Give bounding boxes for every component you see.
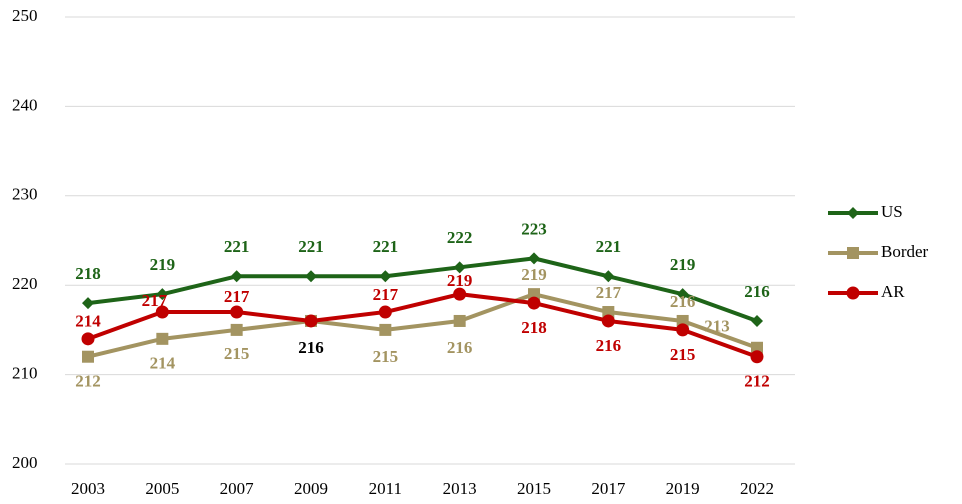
series-line (87, 256, 758, 323)
data-label: 221 (298, 237, 324, 256)
data-label: 221 (596, 237, 622, 256)
marker (156, 332, 169, 345)
marker (751, 314, 763, 327)
data-label: 219 (670, 255, 696, 274)
marker (82, 297, 94, 310)
y-tick-label: 250 (12, 6, 38, 25)
y-tick-label: 240 (12, 95, 38, 114)
series-line (87, 292, 758, 359)
data-label: 222 (447, 228, 473, 247)
series-line (87, 292, 758, 359)
data-label: 219 (521, 265, 547, 284)
marker (453, 314, 466, 327)
x-tick-label: 2011 (369, 479, 402, 498)
marker (846, 286, 860, 300)
data-label: 213 (704, 317, 730, 336)
x-tick-label: 2009 (294, 479, 328, 498)
marker (378, 305, 392, 319)
y-tick-label: 220 (12, 274, 38, 293)
marker (230, 270, 243, 283)
data-label: 223 (521, 219, 547, 238)
marker (528, 252, 540, 265)
data-label: 212 (75, 372, 101, 391)
marker (379, 270, 392, 283)
marker (751, 341, 763, 354)
data-label: 218 (521, 318, 547, 337)
marker (601, 314, 615, 328)
data-label: 217 (373, 285, 399, 304)
data-label: 215 (224, 344, 250, 363)
marker (82, 350, 94, 363)
data-label: 218 (75, 264, 101, 283)
data-label: 212 (744, 372, 770, 391)
marker (453, 261, 466, 274)
legend-label: AR (881, 282, 905, 301)
marker (379, 323, 392, 336)
marker (156, 288, 169, 301)
marker (155, 305, 169, 319)
data-label: 216 (298, 338, 324, 357)
marker (676, 323, 690, 337)
legend-label: Border (881, 242, 929, 261)
x-tick-label: 2015 (517, 479, 551, 498)
x-tick-label: 2003 (71, 479, 105, 498)
data-label: 216 (596, 336, 622, 355)
y-tick-label: 230 (12, 185, 38, 204)
data-label: 215 (373, 347, 399, 366)
data-label: 217 (596, 283, 622, 302)
marker (528, 288, 540, 301)
marker (527, 296, 541, 310)
data-label: 216 (447, 338, 473, 357)
marker (230, 305, 244, 319)
data-label: 221 (373, 237, 399, 256)
marker (676, 314, 689, 327)
data-label: 219 (447, 271, 473, 290)
marker (750, 350, 764, 364)
marker (847, 207, 859, 219)
data-label: 214 (150, 354, 176, 373)
marker (602, 306, 615, 319)
data-label: 214 (75, 312, 101, 331)
y-tick-label: 210 (12, 364, 38, 383)
marker (602, 270, 615, 283)
data-label: 216 (670, 292, 696, 311)
legend-label: US (881, 202, 903, 221)
data-label: 221 (224, 237, 250, 256)
x-tick-label: 2005 (145, 479, 179, 498)
x-tick-label: 2013 (443, 479, 477, 498)
marker (304, 314, 318, 328)
marker (230, 323, 243, 336)
marker (81, 332, 95, 346)
data-label: 215 (670, 345, 696, 364)
data-label: 217 (224, 287, 250, 306)
data-label: 216 (744, 282, 770, 301)
x-tick-label: 2022 (740, 479, 774, 498)
marker (305, 270, 317, 283)
x-tick-label: 2017 (591, 479, 626, 498)
data-label: 219 (150, 255, 176, 274)
data-label: 217 (142, 291, 168, 310)
marker (847, 247, 859, 259)
y-tick-label: 200 (12, 453, 38, 472)
marker (453, 287, 467, 301)
x-tick-label: 2019 (666, 479, 700, 498)
x-tick-label: 2007 (220, 479, 255, 498)
marker (676, 288, 689, 301)
